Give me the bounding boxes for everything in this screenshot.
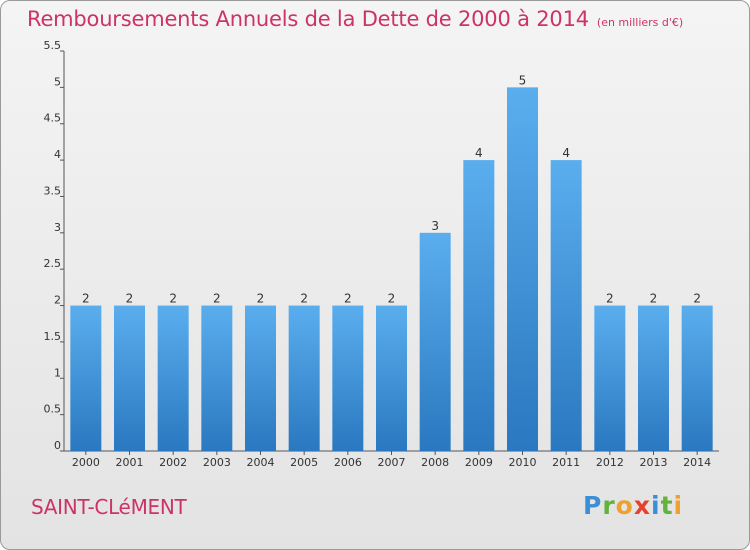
- y-tick-label: 1.5: [44, 330, 62, 343]
- y-tick-label: 2: [54, 294, 61, 307]
- bar-value-label: 2: [650, 292, 658, 306]
- bar-value-label: 2: [169, 292, 177, 306]
- x-tick-label: 2012: [596, 456, 624, 469]
- y-tick-label: 5.5: [44, 39, 62, 52]
- bar: [419, 232, 451, 451]
- commune-name: SAINT-CLéMENT: [31, 495, 187, 519]
- bar: [376, 305, 407, 451]
- x-tick-label: 2002: [159, 456, 187, 469]
- y-tick-label: 1: [54, 366, 61, 379]
- bar-value-label: 2: [126, 292, 134, 306]
- x-tick-label: 2007: [378, 456, 406, 469]
- x-tick-label: 2008: [421, 456, 449, 469]
- x-tick-label: 2009: [465, 456, 493, 469]
- bar-value-label: 2: [257, 292, 265, 306]
- bar-value-label: 2: [388, 292, 396, 306]
- bar-value-label: 3: [431, 219, 439, 233]
- x-tick-label: 2006: [334, 456, 362, 469]
- bar-value-label: 2: [606, 292, 614, 306]
- bar-value-label: 2: [693, 292, 701, 306]
- bar: [288, 305, 320, 451]
- y-tick-label: 0.5: [44, 403, 62, 416]
- x-tick-label: 2000: [72, 456, 100, 469]
- bar: [332, 305, 364, 451]
- y-tick-label: 5: [54, 75, 61, 88]
- chart-title-main: Remboursements Annuels de la Dette de 20…: [27, 7, 589, 31]
- bars: 2 2 2 2 2 2 2 2 3 4 5 4 2 2 2: [70, 73, 713, 451]
- x-tick-label: 2005: [290, 456, 318, 469]
- x-tick-label: 2011: [552, 456, 580, 469]
- y-tick-label: 0: [54, 439, 61, 452]
- bar-value-label: 4: [475, 146, 483, 160]
- bar-value-label: 5: [519, 73, 527, 87]
- bar: [201, 305, 233, 451]
- bar: [638, 305, 669, 451]
- bar: [114, 305, 145, 451]
- bar: [70, 305, 102, 451]
- bar: [463, 160, 495, 451]
- proxiti-logo[interactable]: Proxiti: [583, 491, 684, 520]
- y-tick-label: 2.5: [44, 257, 62, 270]
- bar: [594, 305, 626, 451]
- x-tick-label: 2013: [640, 456, 668, 469]
- bar: [157, 305, 189, 451]
- bar-value-label: 2: [213, 292, 221, 306]
- x-tick-label: 2003: [203, 456, 231, 469]
- axes: 0 0.5 1 1.5 2 2.5 3 3.5 4 4.5 5 5.5 2000 2001 2002 2003…: [44, 39, 719, 469]
- x-tick-label: 2010: [509, 456, 537, 469]
- x-tick-label: 2004: [247, 456, 275, 469]
- x-tick-label: 2001: [116, 456, 144, 469]
- y-tick-label: 3.5: [44, 184, 62, 197]
- chart-title-unit: (en milliers d'€): [596, 16, 684, 29]
- bar-value-label: 2: [344, 292, 352, 306]
- bar-value-label: 4: [562, 146, 570, 160]
- bar: [550, 160, 582, 451]
- chart-title: Remboursements Annuels de la Dette de 20…: [27, 7, 683, 31]
- bar: [681, 305, 713, 451]
- bar: [507, 87, 538, 451]
- y-tick-label: 3: [54, 221, 61, 234]
- bar-value-label: 2: [82, 292, 90, 306]
- x-tick-label: 2014: [683, 456, 711, 469]
- bar: [245, 305, 276, 451]
- y-tick-label: 4: [54, 148, 61, 161]
- bar-value-label: 2: [300, 292, 308, 306]
- y-tick-label: 4.5: [44, 112, 62, 125]
